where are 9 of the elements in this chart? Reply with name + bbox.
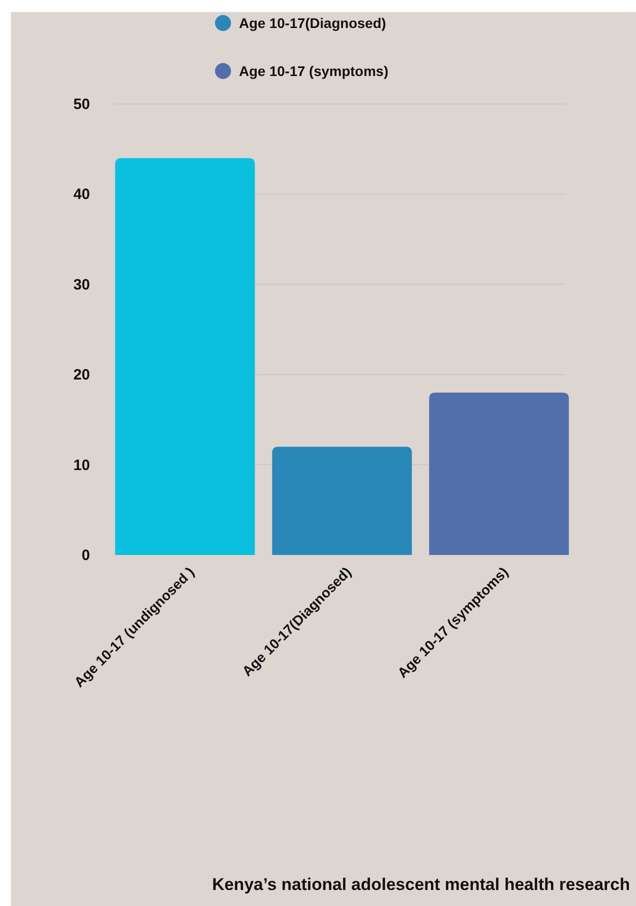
- y-tick-label: 10: [73, 456, 90, 474]
- y-tick-label: 0: [82, 547, 90, 564]
- y-tick-label: 40: [73, 186, 90, 204]
- y-tick-label: 30: [73, 276, 90, 294]
- text: Kenya’s national adolescent mental health research: [212, 875, 630, 894]
- y-tick-label: 20: [73, 366, 90, 384]
- legend-label: Age 10-17(Diagnosed): [239, 15, 386, 31]
- y-tick-label: 50: [73, 96, 90, 113]
- legend-label: Age 10-17 (symptoms): [239, 63, 388, 79]
